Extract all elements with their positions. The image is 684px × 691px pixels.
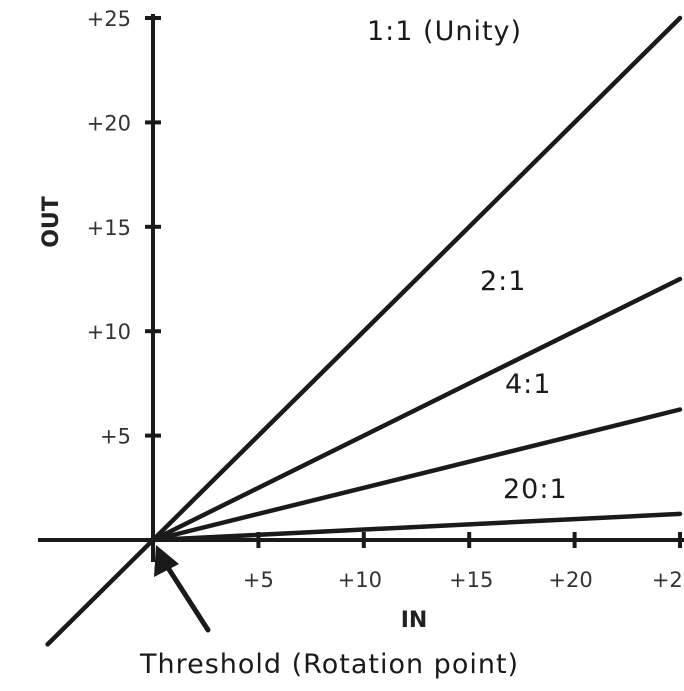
x-tick-label-20: +20 <box>548 568 592 592</box>
x-tick-label-5: +5 <box>243 568 274 592</box>
series-label-4-1: 4:1 <box>505 369 551 400</box>
threshold-arrow <box>154 545 211 633</box>
y-axis-title: OUT <box>39 196 64 248</box>
y-tick-label-20: +20 <box>87 111 131 135</box>
series-line-2-1 <box>150 276 683 543</box>
series-line-4-1 <box>150 407 683 543</box>
y-tick-label-5: +5 <box>100 425 131 449</box>
series-label-1-1: 1:1 (Unity) <box>367 16 522 47</box>
x-tick-label-15: +15 <box>449 568 493 592</box>
y-tick-label-15: +15 <box>87 216 131 240</box>
threshold-annotation: Threshold (Rotation point) <box>139 649 519 680</box>
axes <box>38 14 684 562</box>
tick-labels: +5 +10 +15 +20 +25 +5 +10 +15 +20 +25 <box>87 7 684 592</box>
threshold-arrow-shaft <box>160 557 211 633</box>
x-tick-label-25: +25 <box>652 568 684 592</box>
series-lines <box>45 15 683 647</box>
series-line-1-1 <box>45 15 683 647</box>
series-label-20-1: 20:1 <box>503 474 568 505</box>
x-axis-title: IN <box>401 608 428 633</box>
series-label-2-1: 2:1 <box>480 266 526 297</box>
y-tick-label-10: +10 <box>87 320 131 344</box>
tick-marks <box>145 16 682 548</box>
x-tick-label-10: +10 <box>338 568 382 592</box>
y-tick-label-25: +25 <box>87 7 131 31</box>
threshold-arrow-head <box>154 545 179 577</box>
series-line-20-1 <box>150 511 683 543</box>
